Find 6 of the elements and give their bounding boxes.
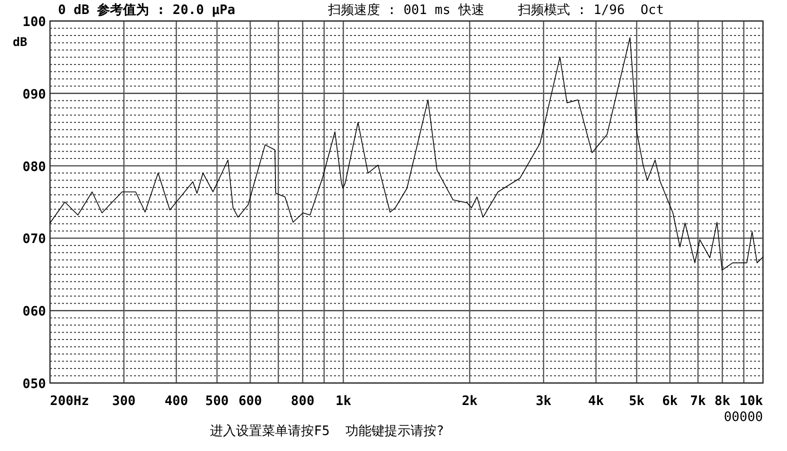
chart-title: 0 dB 参考值为 : 20.0 μPa: [58, 2, 236, 18]
annotation: 扫频模式 : 1/96 Oct: [518, 3, 664, 18]
annotation: 扫频速度 : 001 ms 快速: [328, 3, 484, 18]
y-axis-title: dB: [12, 35, 28, 49]
annotation: 进入设置菜单请按F5 功能键提示请按?: [210, 424, 444, 439]
annotation: 00000: [724, 410, 763, 425]
